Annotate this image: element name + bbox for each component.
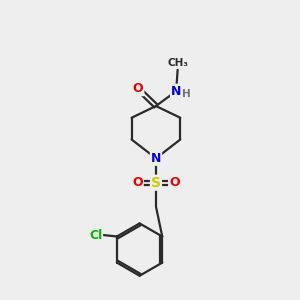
Text: O: O	[132, 176, 143, 189]
Text: N: N	[171, 85, 181, 98]
Text: H: H	[182, 89, 191, 99]
Text: N: N	[151, 152, 161, 165]
Text: S: S	[151, 176, 161, 190]
Text: Cl: Cl	[89, 229, 102, 242]
Text: CH₃: CH₃	[167, 58, 188, 68]
Text: O: O	[133, 82, 143, 95]
Text: O: O	[169, 176, 180, 189]
